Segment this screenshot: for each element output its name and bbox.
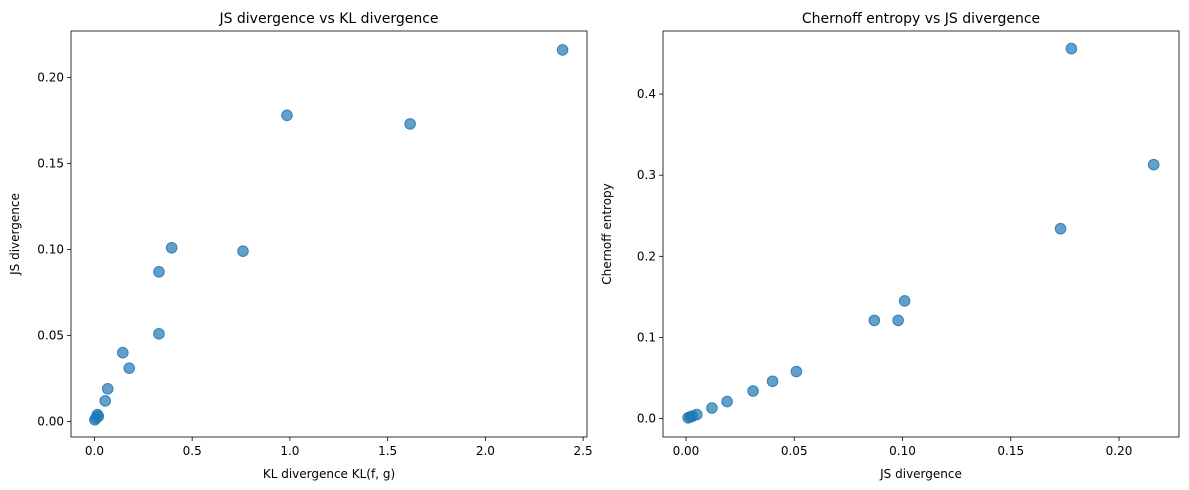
y-ticks: 0.0 0.1 0.2 0.3 0.4 (637, 87, 663, 426)
data-point (690, 408, 703, 421)
y-tick-label: 0.10 (37, 242, 64, 256)
chart-title: Chernoff entropy vs JS divergence (802, 11, 1040, 27)
data-point (116, 346, 129, 359)
y-tick-label: 0.00 (37, 415, 64, 429)
y-tick-label: 0.15 (37, 156, 64, 170)
data-point (1054, 222, 1067, 235)
data-point (721, 395, 733, 408)
data-point (706, 402, 718, 414)
x-axis-label: KL divergence KL(f, g) (263, 467, 395, 481)
data-point (1147, 158, 1160, 171)
data-point (101, 383, 114, 395)
x-tick-label: 1.5 (378, 444, 397, 458)
plot-frame (70, 30, 588, 438)
data-point (790, 365, 803, 378)
x-tick-label: 0.05 (781, 444, 808, 458)
y-axis-label: Chernoff entropy (600, 183, 614, 285)
y-tick-label: 0.0 (637, 412, 656, 426)
data-point (898, 295, 911, 307)
scatter-points (89, 44, 569, 426)
data-point (281, 109, 293, 122)
data-point (99, 395, 112, 407)
data-point (237, 245, 249, 258)
chart-title: JS divergence vs KL divergence (218, 11, 438, 27)
y-tick-label: 0.2 (637, 249, 656, 263)
plot-frame (662, 30, 1180, 438)
x-tick-label: 2.0 (476, 444, 495, 458)
x-ticks: 0.0 0.5 1.0 1.5 2.0 2.5 (85, 437, 593, 458)
data-point (92, 410, 105, 423)
x-tick-label: 2.5 (574, 444, 593, 458)
data-point (404, 118, 416, 130)
js-vs-kl-chart: JS divergence vs KL divergence KL diverg… (8, 11, 593, 481)
y-tick-label: 0.4 (637, 87, 656, 101)
y-tick-label: 0.1 (637, 330, 656, 344)
y-ticks: 0.00 0.05 0.10 0.15 0.20 (37, 70, 71, 429)
data-point (153, 327, 165, 340)
y-tick-label: 0.3 (637, 168, 656, 182)
x-tick-label: 0.5 (183, 444, 202, 458)
chernoff-vs-js-chart: Chernoff entropy vs JS divergence JS div… (600, 11, 1180, 481)
x-axis-label: JS divergence (879, 467, 962, 481)
data-point (123, 362, 136, 374)
data-point (165, 241, 178, 254)
scatter-points (682, 42, 1160, 424)
x-tick-label: 0.15 (997, 444, 1024, 458)
data-point (892, 314, 904, 327)
x-tick-label: 0.10 (889, 444, 916, 458)
y-axis-label: JS divergence (8, 193, 22, 276)
data-point (153, 266, 165, 278)
x-tick-label: 1.0 (280, 444, 299, 458)
y-tick-label: 0.20 (37, 70, 64, 84)
y-tick-label: 0.05 (37, 329, 64, 343)
x-tick-label: 0.0 (85, 444, 104, 458)
data-point (766, 375, 779, 388)
x-tick-label: 0.00 (673, 444, 700, 458)
data-point (868, 314, 881, 327)
data-point (1065, 42, 1078, 55)
data-point (747, 385, 759, 397)
x-ticks: 0.00 0.05 0.10 0.15 0.20 (673, 437, 1133, 458)
data-point (556, 44, 569, 56)
x-tick-label: 0.20 (1106, 444, 1133, 458)
